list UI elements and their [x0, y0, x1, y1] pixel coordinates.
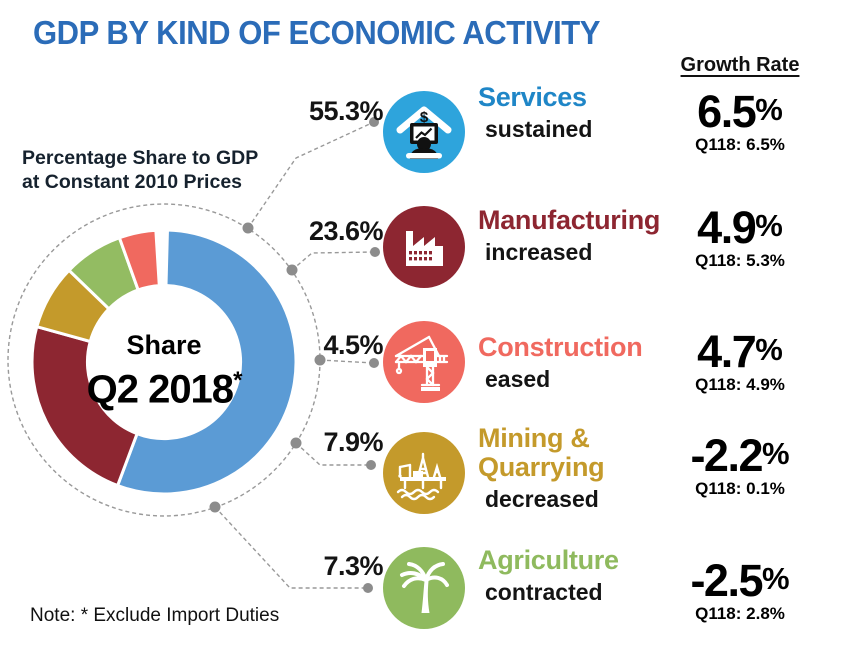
- page-title: GDP BY KIND OF ECONOMIC ACTIVITY: [33, 14, 600, 51]
- connector-line-agriculture: [214, 506, 368, 589]
- growth-rate-agriculture: -2.5%: [690, 555, 790, 606]
- growth-prior-manufacturing: Q118: 5.3%: [695, 251, 785, 270]
- growth-prior-agriculture: Q118: 2.8%: [695, 604, 785, 623]
- donut-slice-construction: [117, 228, 161, 292]
- connector-dot-icon-agriculture: [363, 583, 373, 593]
- connector-line-manufacturing: [291, 251, 376, 271]
- sector-name-services: Services: [478, 82, 587, 112]
- growth-rate-header: Growth Rate: [680, 54, 800, 76]
- growth-prior-services: Q118: 6.5%: [695, 135, 785, 154]
- growth-prior-mining: Q118: 0.1%: [695, 479, 785, 498]
- sector-trend-construction: eased: [485, 366, 551, 392]
- connector-dot-icon-manufacturing: [370, 247, 380, 257]
- connector-dot-ring-construction: [314, 354, 326, 366]
- connector-line-services: [247, 121, 375, 229]
- manufacturing-icon: [383, 206, 465, 288]
- subtitle-line-2: at Constant 2010 Prices: [22, 171, 243, 193]
- gdp-share-donut-chart: [30, 228, 298, 496]
- sector-trend-agriculture: contracted: [485, 579, 603, 605]
- donut-center-label: Share Q2 2018*: [44, 330, 284, 410]
- share-pct-construction: 4.5%: [323, 330, 383, 360]
- connector-dot-icon-construction: [369, 358, 379, 368]
- sector-trend-services: sustained: [485, 116, 593, 142]
- connector-dot-icon-services: [369, 117, 379, 127]
- connector-dot-ring-manufacturing: [286, 264, 298, 276]
- donut-subtitle: Percentage Share to GDP at Constant 2010…: [22, 146, 258, 194]
- construction-crane-icon: [383, 321, 465, 403]
- donut-slice-services: [115, 228, 298, 496]
- sector-name-mining: Mining & Quarrying: [478, 423, 605, 482]
- svg-text:$: $: [420, 109, 429, 126]
- footnote: Note: * Exclude Import Duties: [30, 605, 280, 626]
- connector-dot-ring-mining: [290, 437, 302, 449]
- agriculture-palm-icon: [383, 547, 465, 629]
- connector-dot-ring-services: [242, 222, 254, 234]
- growth-rate-services: 6.5%: [697, 86, 783, 137]
- growth-rate-manufacturing: 4.9%: [697, 202, 783, 253]
- sector-name-construction: Construction: [478, 332, 643, 362]
- growth-rate-construction: 4.7%: [697, 326, 783, 377]
- connector-line-construction: [319, 359, 375, 364]
- donut-period-label: Q2 2018*: [86, 367, 243, 412]
- services-icon: $: [383, 91, 465, 173]
- connector-dot-icon-mining: [366, 460, 376, 470]
- subtitle-line-1: Percentage Share to GDP: [22, 147, 259, 169]
- growth-prior-construction: Q118: 4.9%: [695, 375, 785, 394]
- share-pct-agriculture: 7.3%: [323, 551, 383, 581]
- share-pct-mining: 7.9%: [323, 427, 383, 457]
- share-pct-services: 55.3%: [308, 96, 384, 126]
- donut-slice-manufacturing: [30, 324, 140, 488]
- sector-name-manufacturing: Manufacturing: [478, 205, 661, 235]
- mining-oil-rig-icon: [383, 432, 465, 514]
- donut-share-label: Share: [126, 330, 202, 360]
- sector-name-agriculture: Agriculture: [478, 545, 619, 575]
- growth-rate-mining: -2.2%: [690, 430, 790, 481]
- sector-trend-mining: decreased: [485, 486, 599, 512]
- connector-line-mining: [295, 442, 371, 466]
- share-pct-manufacturing: 23.6%: [308, 216, 384, 246]
- connector-dot-ring-agriculture: [209, 501, 221, 513]
- sector-trend-manufacturing: increased: [485, 239, 593, 265]
